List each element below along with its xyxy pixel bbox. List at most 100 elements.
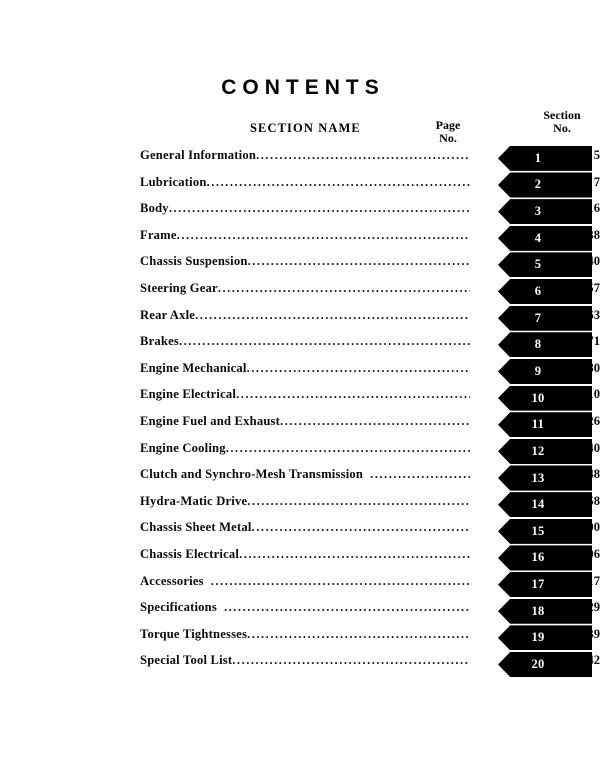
section-tab-arrow-icon xyxy=(498,545,592,571)
section-tab-number: 2 xyxy=(534,177,542,192)
toc-leader-dots xyxy=(247,624,470,644)
section-tab-arrow-icon xyxy=(498,385,592,411)
section-tab-arrow-icon xyxy=(498,172,592,198)
column-header-page-no-line1: Page xyxy=(435,118,461,132)
toc-entry[interactable]: Frame xyxy=(140,225,470,252)
toc-entry[interactable]: Chassis Sheet Metal xyxy=(140,517,470,544)
toc-entry[interactable]: Engine Cooling xyxy=(140,438,470,465)
toc-leader-dots xyxy=(224,597,470,617)
section-tab-number: 4 xyxy=(534,230,542,245)
section-tab-number: 10 xyxy=(531,390,545,405)
toc-row[interactable]: Lubrication 7 xyxy=(0,172,600,199)
toc-leader-dots xyxy=(218,278,470,298)
section-tab[interactable]: 20 xyxy=(498,651,592,678)
toc-entry-page-number: 7 xyxy=(593,174,600,189)
section-tab-arrow-icon xyxy=(498,358,592,385)
column-header-section-no-line2: No. xyxy=(553,121,571,135)
toc-entry[interactable]: Engine Mechanical xyxy=(140,358,470,385)
section-tab-arrow-icon xyxy=(498,598,592,624)
toc-leader-dots xyxy=(370,464,470,484)
section-tab-arrow-icon xyxy=(498,465,592,491)
section-tab-number: 20 xyxy=(531,657,545,672)
section-tab[interactable]: 15 xyxy=(498,518,592,545)
toc-entry[interactable]: Accessories xyxy=(140,571,470,598)
section-tab[interactable]: 2 xyxy=(498,172,592,199)
toc-entry[interactable]: General Information xyxy=(140,145,470,172)
toc-entry[interactable]: Torque Tightnesses xyxy=(140,624,470,651)
toc-entry-name: Frame xyxy=(140,227,177,242)
toc-entry-name: Engine Fuel and Exhaust xyxy=(140,413,281,428)
section-tab[interactable]: 12 xyxy=(498,438,592,465)
toc-leader-dots xyxy=(248,251,470,271)
toc-entry-name: Chassis Suspension xyxy=(140,254,248,269)
section-tab-arrow-icon xyxy=(498,651,592,678)
section-tab-number: 9 xyxy=(534,363,542,378)
section-tab[interactable]: 8 xyxy=(498,331,592,358)
column-header-section-name: SECTION NAME xyxy=(250,121,361,135)
section-tab[interactable]: 10 xyxy=(498,385,592,412)
toc-entry-name: Body xyxy=(140,201,169,216)
toc-leader-dots xyxy=(239,544,470,564)
toc-entry[interactable]: Steering Gear xyxy=(140,278,470,305)
section-tab-number: 19 xyxy=(531,630,545,645)
toc-leader-dots xyxy=(252,517,470,537)
section-tab-arrow-icon xyxy=(498,492,592,518)
section-tab-number: 13 xyxy=(531,470,545,485)
toc-entry-name: Chassis Sheet Metal xyxy=(140,520,252,535)
section-tab[interactable]: 11 xyxy=(498,411,592,438)
toc-entry[interactable]: Lubrication xyxy=(140,172,470,199)
section-tab[interactable]: 14 xyxy=(498,491,592,518)
section-tab[interactable]: 3 xyxy=(498,198,592,225)
section-tab-arrow-icon xyxy=(498,225,592,251)
toc-entry[interactable]: Clutch and Synchro-Mesh Transmission xyxy=(140,464,470,491)
section-tab[interactable]: 5 xyxy=(498,252,592,279)
toc-leader-dots xyxy=(211,571,470,591)
section-tab[interactable]: 13 xyxy=(498,465,592,492)
section-tab-arrow-icon xyxy=(498,438,592,464)
toc-entry[interactable]: Specifications xyxy=(140,597,470,624)
toc-entry[interactable]: Chassis Electrical xyxy=(140,544,470,571)
section-tab-arrow-icon xyxy=(498,412,592,438)
section-tab-number: 1 xyxy=(534,150,542,165)
section-tab[interactable]: 4 xyxy=(498,225,592,252)
column-header-section-no: Section No. xyxy=(522,109,600,135)
section-tab[interactable]: 17 xyxy=(498,571,592,598)
section-tab[interactable]: 1 xyxy=(498,145,592,172)
section-tab[interactable]: 16 xyxy=(498,545,592,572)
section-tab[interactable]: 18 xyxy=(498,598,592,625)
toc-entry-page-number: 5 xyxy=(593,148,600,162)
toc-leader-dots xyxy=(247,358,470,378)
toc-entry[interactable]: Body xyxy=(140,198,470,225)
section-tab[interactable]: 7 xyxy=(498,305,592,332)
toc-entry[interactable]: Engine Electrical xyxy=(140,384,470,411)
toc-entry[interactable]: Special Tool List xyxy=(140,650,470,677)
toc-entry-name: Special Tool List xyxy=(140,653,233,668)
section-tab-number: 16 xyxy=(531,550,545,565)
toc-entry-name: Clutch and Synchro-Mesh Transmission xyxy=(140,467,364,482)
section-tab-number: 11 xyxy=(531,417,545,432)
toc-entry[interactable]: Chassis Suspension xyxy=(140,251,470,278)
toc-leader-dots xyxy=(232,650,470,670)
toc-leader-dots xyxy=(179,331,470,351)
section-tab[interactable]: 9 xyxy=(498,358,592,385)
toc-entry[interactable]: Engine Fuel and Exhaust xyxy=(140,411,470,438)
toc-entry[interactable]: Rear Axle xyxy=(140,305,470,332)
toc-leader-dots xyxy=(247,491,470,511)
toc-entry-name: Engine Cooling xyxy=(140,440,226,455)
section-tab-number: 5 xyxy=(534,257,542,272)
section-tab-number: 15 xyxy=(531,523,545,538)
section-tab-number: 6 xyxy=(534,284,542,299)
section-tab[interactable]: 19 xyxy=(498,625,592,652)
column-header-page-no: Page No. xyxy=(408,119,488,145)
section-tab[interactable]: 6 xyxy=(498,278,592,305)
toc-entry[interactable]: Hydra-Matic Drive xyxy=(140,491,470,518)
section-tab-arrow-icon xyxy=(498,572,592,598)
toc-entry-name: Chassis Electrical xyxy=(140,546,240,561)
section-tab-arrow-icon xyxy=(498,332,592,358)
section-tab-number: 14 xyxy=(531,497,545,512)
toc-row[interactable]: General Information 5 xyxy=(0,145,600,172)
page-title: CONTENTS xyxy=(221,76,385,99)
toc-leader-dots xyxy=(207,172,470,192)
section-tab-number: 17 xyxy=(531,577,545,592)
toc-entry[interactable]: Brakes xyxy=(140,331,470,358)
